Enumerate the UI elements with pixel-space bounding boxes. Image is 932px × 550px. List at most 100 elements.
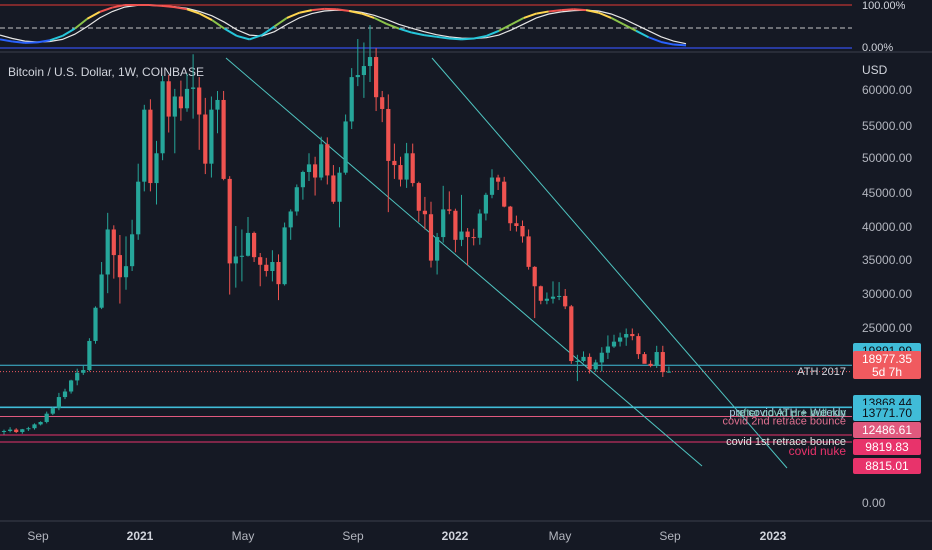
y-tick-0: 0.00 [862,496,886,510]
candle-65 [398,156,403,187]
x-tick-sep-2020: Sep [27,529,49,543]
osc-k-segment-18 [211,19,226,30]
candle-body-52 [319,144,324,178]
candle-body-42 [258,257,263,265]
candle-3 [20,428,25,434]
osc-k-segment-33 [398,27,412,34]
candle-54 [331,165,336,204]
candle-body-15 [93,307,98,341]
candle-body-9 [56,397,61,409]
candle-11 [69,379,74,394]
candle-77 [471,228,476,246]
price-badge-text-5: 9819.83 [865,440,909,454]
osc-k-segment-46 [561,8,574,12]
x-tick-sep-2022: Sep [659,529,681,543]
price-axis[interactable]: 60000.00 55000.00 50000.00 45000.00 4000… [862,83,912,510]
y-tick-25000: 25000.00 [862,321,912,335]
candle-body-83 [508,206,513,224]
trend-line-lower[interactable] [225,57,703,467]
candle-16 [99,262,104,310]
candle-109 [666,366,671,373]
candle-31 [191,54,196,119]
candle-67 [410,143,415,187]
candle-body-54 [331,175,336,202]
stoch-rsi-pane: 100.00% 0.00% [0,0,932,54]
candle-23 [142,104,147,192]
candle-56 [343,114,348,175]
candle-40 [245,216,251,257]
candle-body-49 [300,171,305,188]
candle-82 [502,176,507,208]
osc-k-segment-28 [336,8,350,13]
trend-channel[interactable] [225,57,788,469]
candle-body-45 [276,262,281,285]
candle-44 [270,250,275,282]
price-level-label-2: pre covid ATH + Weekly [729,407,846,419]
candle-33 [203,97,208,175]
candle-body-99 [605,346,610,353]
osc-k-segment-39 [473,34,487,40]
candle-body-4 [26,428,31,430]
candle-body-66 [404,153,409,180]
candle-99 [605,335,610,359]
candle-81 [496,174,501,190]
candle-61 [374,48,379,112]
candle-25 [154,140,159,205]
candle-body-77 [471,237,476,239]
osc-k-segment-15 [174,6,188,11]
x-tick-2022: 2022 [442,529,469,543]
candle-34 [209,96,214,178]
y-tick-45000: 45000.00 [862,186,912,200]
chart-title: Bitcoin / U.S. Dollar, 1W, COINBASE [8,65,204,79]
osc-k-segment-32 [386,22,400,30]
candle-body-8 [50,408,55,414]
candle-body-11 [69,380,74,392]
candle-body-2 [14,429,19,433]
x-tick-2023: 2023 [760,529,787,543]
candle-body-69 [422,210,427,215]
candle-body-93 [569,306,574,362]
y-tick-30000: 30000.00 [862,287,912,301]
price-badge-text-6: 8815.01 [865,459,909,473]
price-badge-text-4: 12486.61 [862,423,912,437]
candle-body-73 [447,209,452,211]
candle-10 [62,388,68,400]
candle-36 [221,90,226,181]
candle-body-22 [136,181,141,235]
x-tick-2021: 2021 [127,529,154,543]
candle-body-96 [587,356,592,370]
candle-22 [136,163,141,240]
osc-k-segment-19 [224,27,238,37]
candle-7 [44,411,49,424]
candle-42 [258,253,263,287]
osc-k-segment-17 [199,12,213,21]
candle-29 [178,80,183,121]
osc-tick-100: 100.00% [862,0,906,12]
candle-body-98 [599,352,604,363]
candle-body-51 [313,164,318,178]
price-badge-4 [853,422,921,438]
candle-58 [355,39,360,87]
candle-body-100 [611,341,617,347]
candle-88 [538,285,543,305]
candle-75 [459,194,464,247]
candle-body-75 [459,231,464,240]
candle-68 [416,181,421,222]
candle-84 [514,215,519,232]
osc-k-segment-6 [61,27,76,37]
osc-k-segment-44 [536,10,549,15]
trend-line-upper[interactable] [431,57,788,469]
candle-body-88 [538,286,543,301]
time-axis[interactable]: Sep 2021 May Sep 2022 May Sep 2023 [0,520,932,543]
candle-103 [630,328,635,341]
osc-k-segment-22 [261,25,275,36]
candle-body-80 [489,177,495,195]
candle-19 [117,235,122,304]
x-tick-sep-2021: Sep [342,529,364,543]
candle-body-74 [453,210,458,240]
osc-k-segment-30 [361,12,375,19]
candle-20 [123,236,129,290]
candle-64 [392,143,397,179]
candle-body-39 [239,255,244,257]
